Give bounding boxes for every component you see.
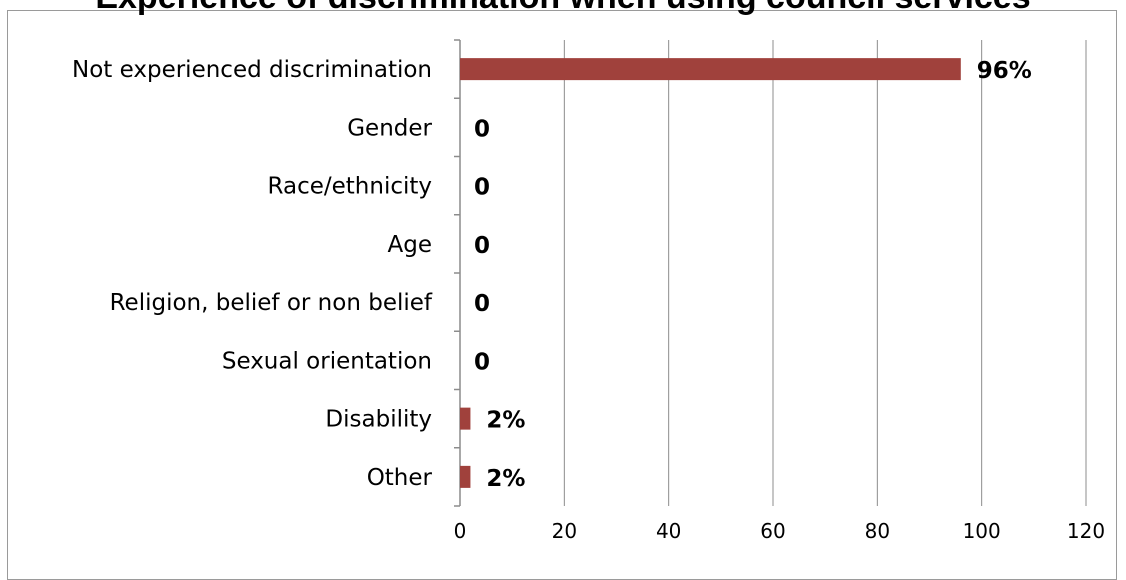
category-label-3: Age	[388, 232, 432, 258]
x-tick-label-4: 80	[865, 519, 890, 543]
data-label-4: 0	[474, 291, 490, 317]
category-label-5: Sexual orientation	[222, 348, 432, 374]
category-label-4: Religion, belief or non belief	[110, 290, 433, 316]
chart-title: Experience of discrimination when using …	[0, 0, 1126, 17]
bar-0	[460, 58, 961, 81]
bar-6	[460, 407, 471, 430]
x-tick-label-0: 0	[454, 519, 467, 543]
bar-7	[460, 465, 471, 488]
data-label-1: 0	[474, 116, 490, 142]
category-label-2: Race/ethnicity	[268, 174, 433, 200]
category-label-6: Disability	[325, 407, 432, 433]
data-label-2: 0	[474, 175, 490, 201]
x-tick-label-1: 20	[552, 519, 577, 543]
data-label-5: 0	[474, 349, 490, 375]
x-tick-label-3: 60	[760, 519, 785, 543]
data-label-3: 0	[474, 233, 490, 259]
category-label-0: Not experienced discrimination	[72, 57, 432, 83]
x-tick-label-6: 120	[1067, 519, 1105, 543]
x-tick-label-5: 100	[963, 519, 1001, 543]
category-label-1: Gender	[347, 115, 432, 141]
category-label-7: Other	[367, 465, 433, 491]
bar-chart: 0 20 40 60 80 100 120 Not experienced discrimin…	[72, 39, 1105, 543]
x-tick-label-2: 40	[656, 519, 681, 543]
chart-frame	[7, 10, 1117, 580]
data-label-0: 96%	[977, 58, 1032, 84]
data-label-7: 2%	[486, 466, 525, 492]
data-label-6: 2%	[486, 408, 525, 434]
